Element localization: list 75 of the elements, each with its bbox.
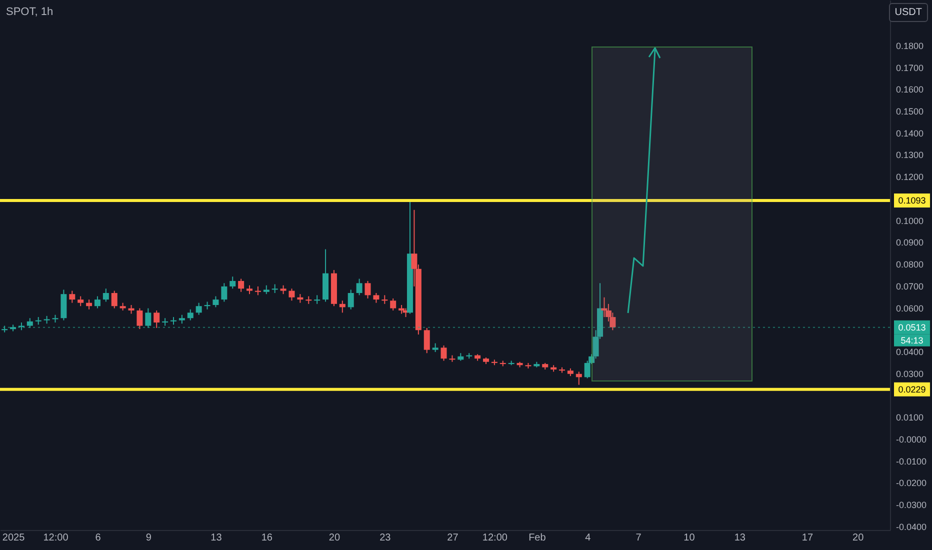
y-tick-label: -0.0300: [896, 500, 927, 510]
x-tick-label: Feb: [528, 532, 546, 544]
x-tick-label: 23: [380, 532, 392, 544]
ref-line-label: 0.0229: [898, 384, 926, 394]
x-tick-label: 10: [684, 532, 696, 544]
y-tick-label: 0.0600: [896, 303, 924, 314]
x-tick-label: 9: [146, 532, 152, 544]
y-tick-label: 0.0700: [896, 281, 924, 292]
candlestick: [440, 344, 447, 362]
x-tick-label: 27: [447, 532, 459, 544]
y-tick-label: -0.0200: [896, 478, 927, 488]
x-tick-label: 6: [95, 532, 102, 544]
y-tick-label: 0.1800: [896, 40, 924, 51]
y-tick-label: 0.0400: [896, 347, 924, 358]
x-tick-label: 12:00: [43, 532, 69, 544]
candlestick: [314, 294, 320, 304]
candlestick: [272, 284, 278, 294]
x-tick-label: 12:00: [482, 532, 508, 544]
candlestick: [145, 308, 152, 328]
candlestick: [196, 302, 202, 316]
candlestick: [212, 296, 219, 308]
candlestick: [382, 294, 388, 304]
y-tick-label: 0.1700: [896, 62, 924, 73]
text: SPOT, 1h: [6, 6, 54, 18]
candlestick: [230, 276, 236, 290]
candlestick: [86, 299, 92, 310]
x-tick-label: 2025: [2, 532, 26, 544]
candlestick: [69, 290, 76, 304]
candlestick: [238, 278, 244, 292]
y-tick-label: 0.1400: [896, 128, 924, 138]
x-tick-label: 13: [734, 532, 746, 544]
candlestick: [94, 296, 100, 309]
y-tick-label: 0.1300: [896, 150, 924, 160]
ref-line-label: 0.0513: [898, 322, 926, 332]
candlestick: [576, 371, 582, 386]
y-tick-label: 0.0800: [896, 260, 924, 270]
y-tick-label: 0.1200: [896, 172, 924, 182]
ref-line-label: 0.1093: [898, 196, 926, 206]
text: 54:13: [900, 335, 924, 346]
candlestick: [364, 280, 371, 299]
candlestick: [162, 318, 168, 326]
candlestick: [204, 301, 210, 310]
candlestick: [136, 308, 143, 330]
y-tick-label: 0.1600: [896, 84, 924, 95]
y-tick-label: 0.0900: [896, 238, 924, 248]
y-tick-label: -0.0400: [896, 522, 927, 532]
candlestick: [288, 288, 295, 302]
candlestick: [601, 296, 608, 318]
candlestick: [339, 300, 346, 314]
y-axis-title: USDT: [888, 3, 928, 22]
candlestick: [373, 292, 380, 304]
candlestick: [78, 296, 84, 307]
x-tick-label: 13: [210, 532, 222, 544]
candlestick: [102, 288, 109, 302]
y-tick-label: 0.1500: [896, 106, 924, 117]
y-tick-label: 0.1000: [896, 216, 924, 226]
candlestick: [154, 310, 160, 328]
x-tick-label: 17: [802, 532, 814, 544]
candlestick: [356, 278, 362, 296]
candlestick: [187, 308, 194, 321]
y-tick-label: 0.0100: [896, 412, 924, 423]
x-tick-label: 20: [852, 532, 864, 544]
x-tick-label: 4: [585, 532, 592, 544]
x-tick-label: 7: [636, 532, 642, 544]
y-tick-label: -0.0100: [896, 456, 927, 466]
candlestick: [424, 327, 430, 354]
candlestick: [111, 290, 118, 309]
candlestick: [26, 318, 33, 328]
x-tick-label: 20: [328, 532, 340, 544]
candlestick: [390, 298, 396, 311]
candlestick: [348, 289, 354, 310]
x-tick-label: 16: [261, 532, 273, 544]
y-tick-label: 0.0300: [896, 368, 924, 379]
candlestick: [221, 282, 228, 302]
y-tick-label: -0.0000: [896, 434, 927, 444]
